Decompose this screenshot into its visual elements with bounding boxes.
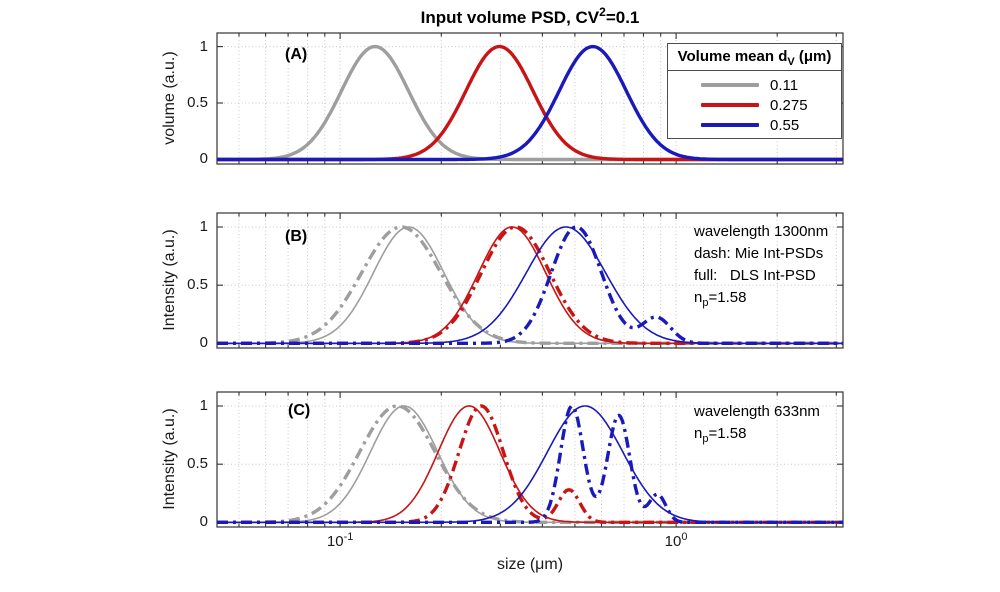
curve-mie-int-psd-0.55-633nm xyxy=(216,404,844,524)
curve-volume-psd-dv-0.55 xyxy=(216,44,844,162)
legend-line-swatch xyxy=(701,83,759,87)
axes-box xyxy=(216,391,844,528)
figure-title-suffix: =0.1 xyxy=(605,8,640,27)
legend-item: 0.11 xyxy=(668,75,841,95)
annotation-line: wavelength 1300nm xyxy=(694,221,828,243)
figure-title-superscript: 2 xyxy=(599,5,606,19)
annotation-line: wavelength 633nm xyxy=(694,401,820,423)
x-axis-label: size (μm) xyxy=(496,556,564,573)
legend-header-subscript: V xyxy=(787,56,795,68)
axes-box xyxy=(216,32,844,165)
legend-header-text: Volume mean d xyxy=(677,48,788,65)
annotation-line: np=1.58 xyxy=(694,287,828,314)
curve-mie-int-psd-0.55-1300nm xyxy=(216,225,844,345)
y-tick-label: 1 xyxy=(199,218,208,236)
annotation-text: wavelength 633nm xyxy=(694,403,820,420)
legend-item-label: 0.55 xyxy=(770,116,800,134)
annotation-line: full: DLS Int-PSD xyxy=(694,265,828,287)
y-tick-label: 1 xyxy=(199,37,208,55)
y-tick-label: 0.5 xyxy=(187,94,208,112)
panel-c-annotation: wavelength 633nm np=1.58 xyxy=(694,401,820,450)
x-tick-label: 10-1 xyxy=(326,531,354,550)
annotation-text: =1.58 xyxy=(708,289,747,306)
annotation-text: n xyxy=(694,289,703,306)
panel-b-annotation: wavelength 1300nm dash: Mie Int-PSDs full:… xyxy=(694,221,828,314)
legend-box: Volume mean dV (μm) 0.11 0.275 0.55 xyxy=(667,43,842,139)
legend-header-unit: (μm) xyxy=(794,48,832,65)
figure-title-text: Input volume PSD, CV xyxy=(420,8,600,27)
y-tick-label: 0 xyxy=(199,334,208,352)
annotation-text: dash: Mie Int-PSDs xyxy=(694,245,824,262)
axes-box xyxy=(216,212,844,349)
annotation-text: full: DLS Int-PSD xyxy=(694,267,816,284)
y-tick-label: 0.5 xyxy=(187,455,208,473)
legend-item-label: 0.11 xyxy=(770,76,799,94)
y-tick-label: 0 xyxy=(199,513,208,531)
legend-line-swatch xyxy=(701,123,759,127)
annotation-line: dash: Mie Int-PSDs xyxy=(694,243,828,265)
annotation-text: =1.58 xyxy=(708,425,747,442)
legend-item-label: 0.275 xyxy=(770,96,808,114)
legend-line-swatch xyxy=(701,103,759,107)
panel-c-label: (C) xyxy=(288,402,311,419)
panel-b-label: (B) xyxy=(285,228,308,245)
annotation-subscript: p xyxy=(702,433,709,445)
x-tick-label: 100 xyxy=(664,531,688,550)
legend-items: 0.11 0.275 0.55 xyxy=(668,71,841,135)
legend-item: 0.275 xyxy=(668,95,841,115)
legend-item: 0.55 xyxy=(668,115,841,135)
annotation-text: n xyxy=(694,425,703,442)
figure-title: Input volume PSD, CV2=0.1 xyxy=(217,5,843,28)
annotation-subscript: p xyxy=(702,297,709,309)
annotation-text: wavelength 1300nm xyxy=(694,223,829,240)
annotation-line: np=1.58 xyxy=(694,423,820,450)
legend-header: Volume mean dV (μm) xyxy=(668,44,841,71)
panel-a-label: (A) xyxy=(285,46,308,63)
y-tick-label: 1 xyxy=(199,397,208,415)
y-tick-label: 0 xyxy=(199,150,208,168)
y-tick-label: 0.5 xyxy=(187,276,208,294)
